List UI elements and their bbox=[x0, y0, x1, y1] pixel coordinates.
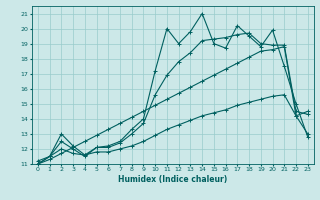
X-axis label: Humidex (Indice chaleur): Humidex (Indice chaleur) bbox=[118, 175, 228, 184]
